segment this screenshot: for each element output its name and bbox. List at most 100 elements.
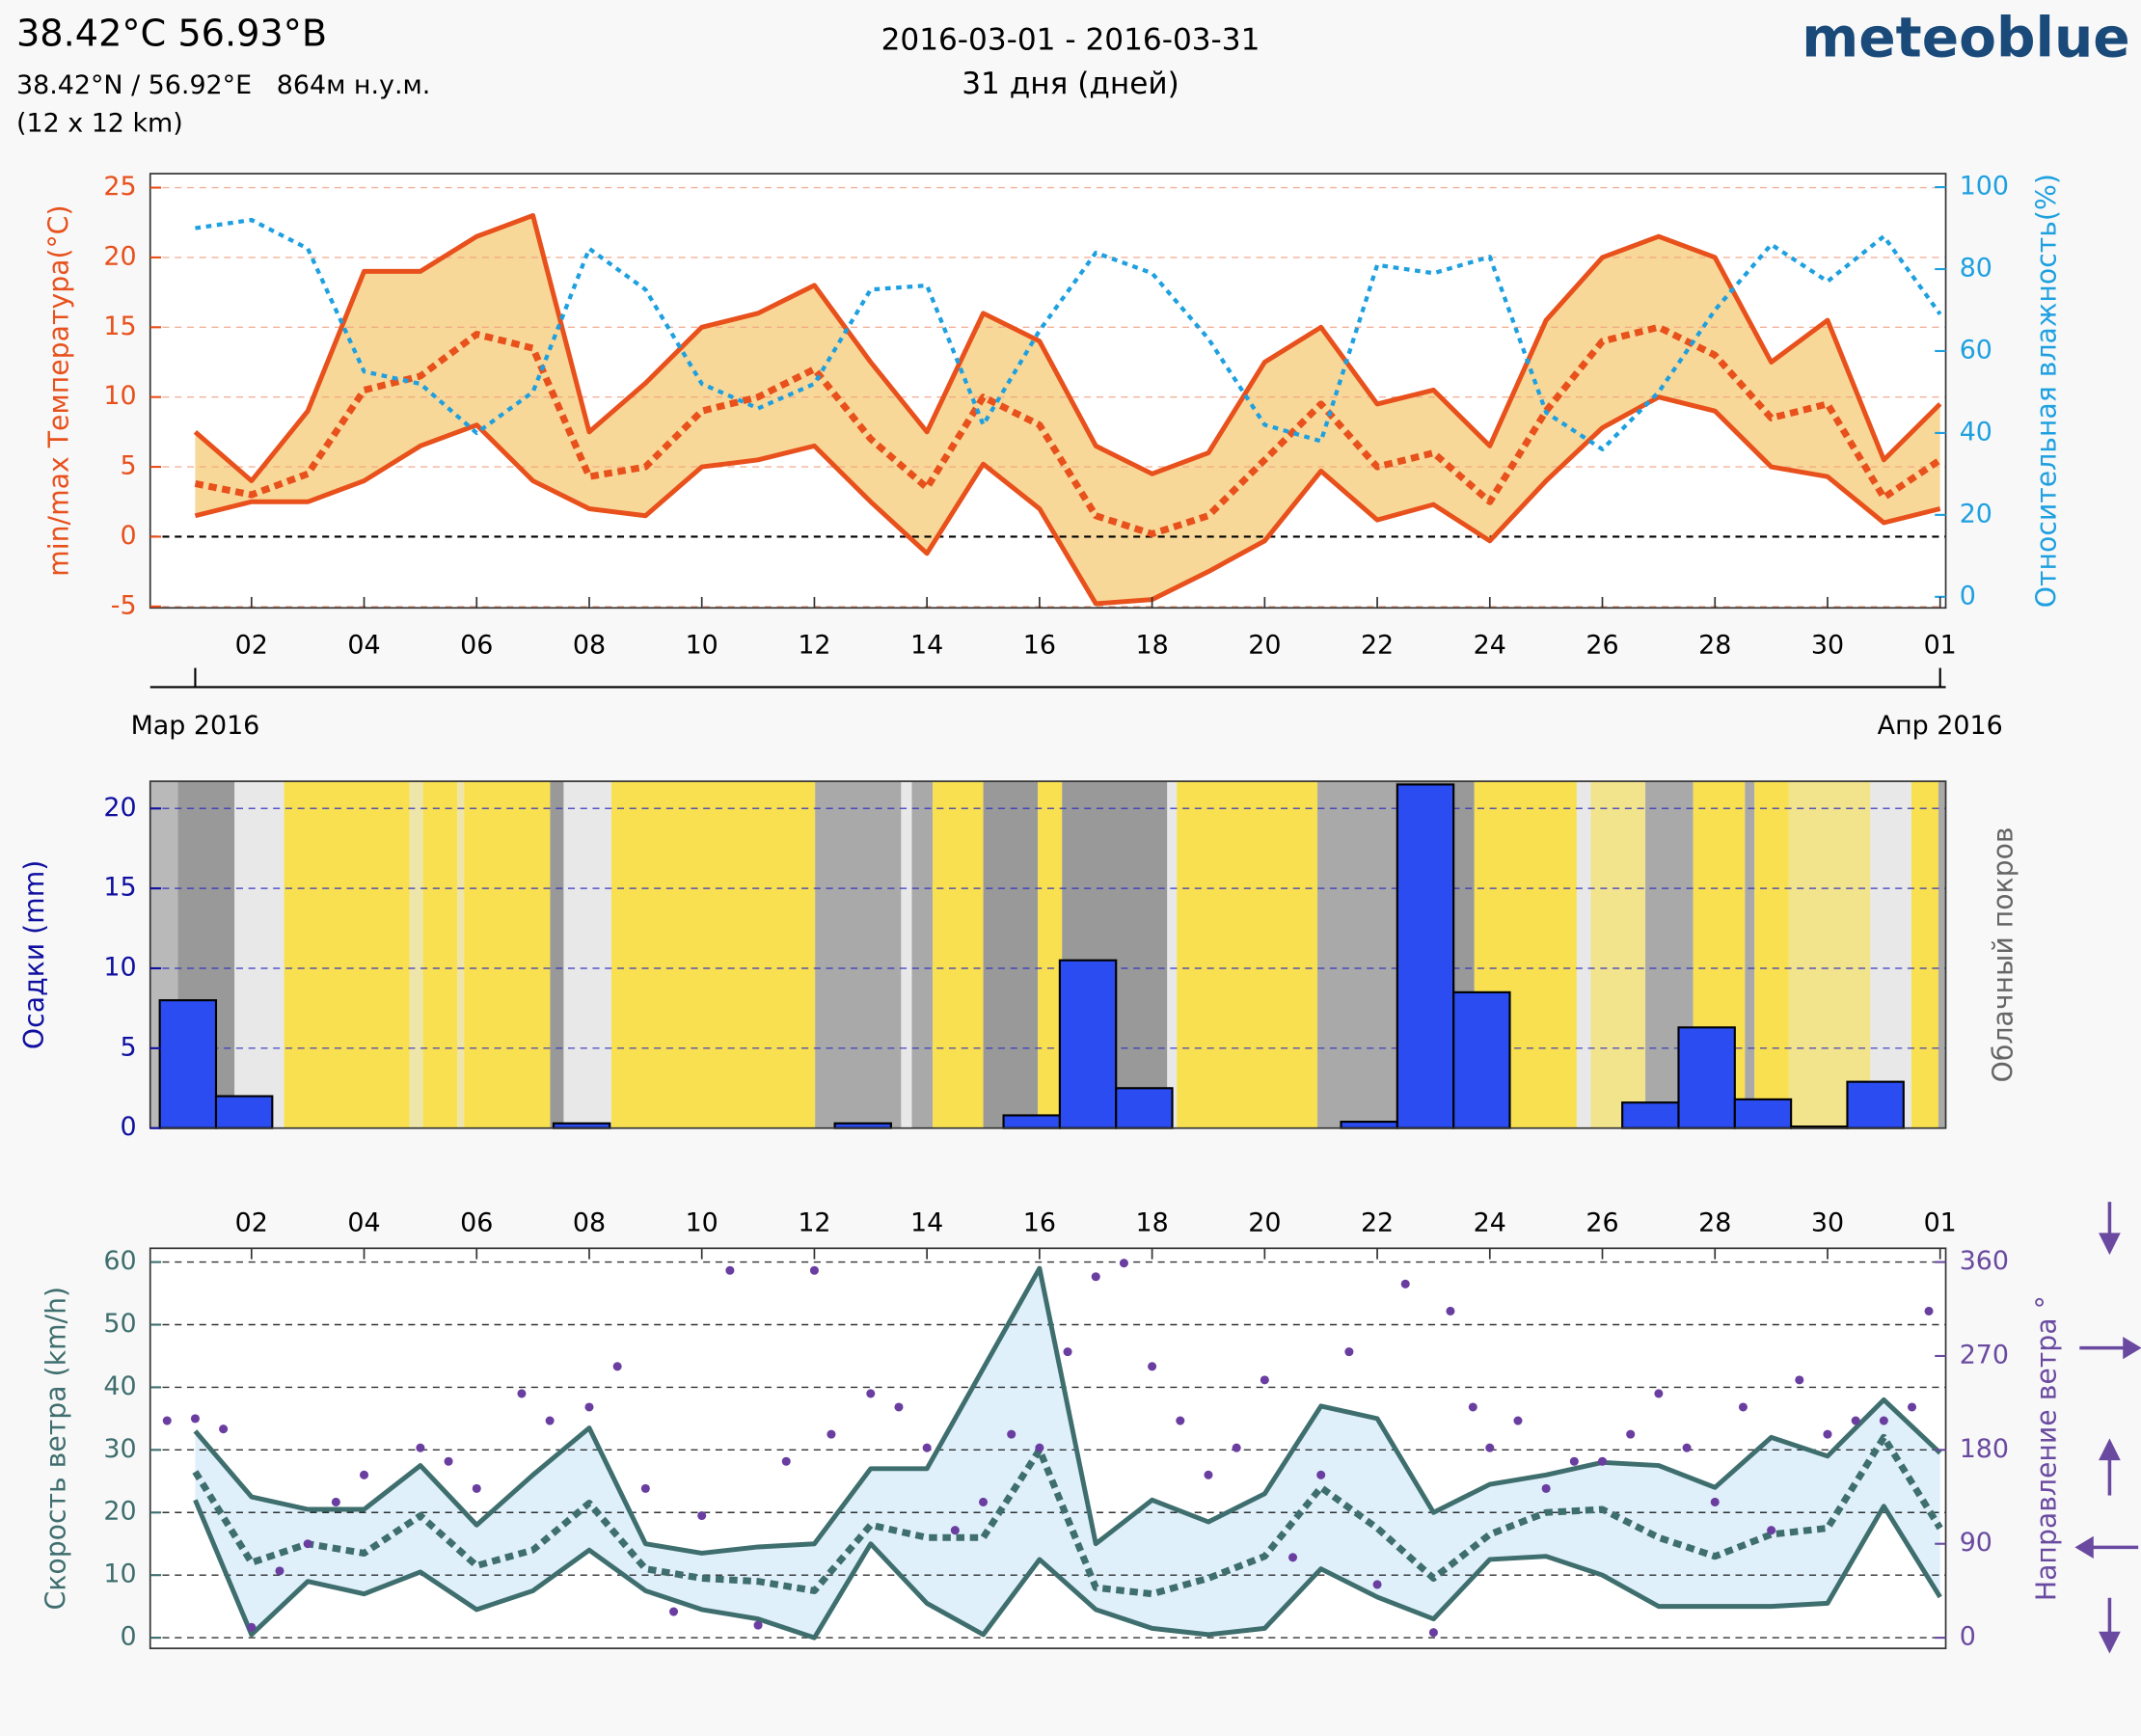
x-tick-label: 20 xyxy=(1248,1207,1281,1237)
series-line xyxy=(193,1499,1942,1641)
x-tick-label: 24 xyxy=(1474,630,1506,660)
y-tick-label: 25 xyxy=(103,172,136,202)
direction-dot xyxy=(1485,1443,1495,1452)
direction-dot xyxy=(472,1483,481,1493)
range-band xyxy=(195,215,1940,604)
x-tick-label: 06 xyxy=(460,630,493,660)
cloud-segment xyxy=(409,781,423,1128)
direction-dot xyxy=(1597,1456,1608,1466)
direction-dot xyxy=(331,1497,340,1506)
direction-dot xyxy=(1035,1443,1044,1452)
x-tick-label: 08 xyxy=(573,630,606,660)
direction-dot xyxy=(1767,1526,1776,1535)
cloud-segment xyxy=(1911,781,1938,1128)
direction-dot xyxy=(1428,1628,1438,1638)
series-line xyxy=(194,323,1942,538)
direction-dot xyxy=(584,1402,594,1412)
x-tick-label: 28 xyxy=(1698,630,1731,660)
direction-dot xyxy=(1148,1362,1157,1371)
direction-dot xyxy=(894,1402,904,1412)
direction-dot xyxy=(781,1456,791,1466)
cloud-segment xyxy=(1576,781,1591,1128)
x-tick-label: 20 xyxy=(1248,630,1281,660)
cloud-segment xyxy=(464,781,551,1128)
x-tick-label: 22 xyxy=(1361,1207,1394,1237)
precip-bar xyxy=(1846,1080,1905,1129)
direction-dot xyxy=(1682,1443,1692,1452)
x-tick-label: 12 xyxy=(798,1207,830,1237)
direction-dot xyxy=(1176,1416,1185,1425)
direction-dot xyxy=(1063,1347,1072,1357)
cloud-segment xyxy=(901,781,912,1128)
x-tick-label: 08 xyxy=(573,1207,606,1237)
x-tick-label: 28 xyxy=(1698,1207,1731,1237)
y2-tick-label: 90 xyxy=(1960,1528,1992,1558)
resolution: (12 x 12 km) xyxy=(16,109,183,139)
arrow-head xyxy=(2099,1631,2121,1654)
direction-dot xyxy=(922,1443,932,1452)
y-axis-title: Осадки (mm) xyxy=(18,860,50,1049)
direction-dot xyxy=(950,1526,960,1535)
direction-dot xyxy=(303,1539,312,1549)
x-tick-label: 10 xyxy=(686,1207,718,1237)
direction-dot xyxy=(1541,1483,1551,1493)
direction-dot xyxy=(1119,1259,1128,1268)
y2-axis-title: Направление ветра ° xyxy=(2031,1295,2063,1601)
direction-dot xyxy=(1907,1402,1917,1412)
cloud-segment xyxy=(983,781,1039,1128)
y-tick-label: -5 xyxy=(111,590,137,620)
y2-tick-label: 0 xyxy=(1960,581,1976,610)
range-band xyxy=(195,1268,1940,1639)
y-tick-label: 0 xyxy=(120,1112,136,1142)
y-tick-label: 60 xyxy=(103,1246,136,1276)
cloud-segment xyxy=(563,781,612,1128)
y2-axis-title: Относительная влажность(%) xyxy=(2031,174,2063,608)
direction-dot xyxy=(1513,1416,1523,1425)
y-axis-title: Скорость ветра (km/h) xyxy=(40,1287,71,1611)
x-tick-label: 18 xyxy=(1136,1207,1169,1237)
series-line xyxy=(195,217,1942,452)
direction-dot xyxy=(1710,1497,1720,1506)
period: 2016-03-01 - 2016-03-31 xyxy=(881,23,1260,58)
direction-dot xyxy=(978,1497,989,1506)
x-tick-label: 01 xyxy=(1924,630,1957,660)
direction-dot xyxy=(725,1265,735,1275)
direction-dot xyxy=(1569,1456,1579,1466)
x-tick-label: 01 xyxy=(1924,1207,1957,1237)
direction-dot xyxy=(1446,1306,1455,1316)
cloud-segment xyxy=(1788,781,1871,1128)
y-tick-label: 10 xyxy=(103,952,136,982)
x-tick-label: 16 xyxy=(1023,1207,1056,1237)
direction-dot xyxy=(1823,1429,1832,1439)
cloud-segment xyxy=(1317,781,1396,1128)
series-line xyxy=(193,213,1942,484)
y2-axis-title: Облачный покров xyxy=(1987,827,2019,1082)
direction-dot xyxy=(359,1470,369,1479)
y-tick-label: 5 xyxy=(120,1032,136,1062)
direction-dot xyxy=(1654,1389,1664,1398)
direction-dot xyxy=(640,1483,650,1493)
y-tick-label: 10 xyxy=(103,381,136,411)
direction-dot xyxy=(1204,1470,1213,1479)
precip-bar xyxy=(1396,783,1455,1129)
direction-dot xyxy=(1316,1470,1326,1479)
cloud-segment xyxy=(815,781,902,1128)
cloud-segment xyxy=(550,781,564,1128)
arrow-head xyxy=(2099,1438,2121,1461)
location: 38.42°N / 56.92°E 864м н.у.м. xyxy=(16,70,430,100)
direction-dot xyxy=(612,1362,622,1371)
direction-dot xyxy=(1400,1279,1410,1288)
precip-bar xyxy=(1058,959,1118,1129)
y2-tick-label: 20 xyxy=(1960,499,1992,529)
direction-dot xyxy=(219,1424,229,1434)
wind-arrows xyxy=(2074,1202,2141,1654)
y2-tick-label: 60 xyxy=(1960,335,1992,365)
y2-tick-label: 0 xyxy=(1960,1622,1976,1652)
direction-dot xyxy=(1626,1429,1636,1439)
y-tick-label: 15 xyxy=(103,873,136,903)
plot-frame xyxy=(149,780,1947,1129)
direction-dot xyxy=(190,1414,200,1424)
x-tick-label: 18 xyxy=(1136,630,1169,660)
y-tick-label: 15 xyxy=(103,312,136,341)
y-tick-label: 0 xyxy=(120,1622,136,1652)
